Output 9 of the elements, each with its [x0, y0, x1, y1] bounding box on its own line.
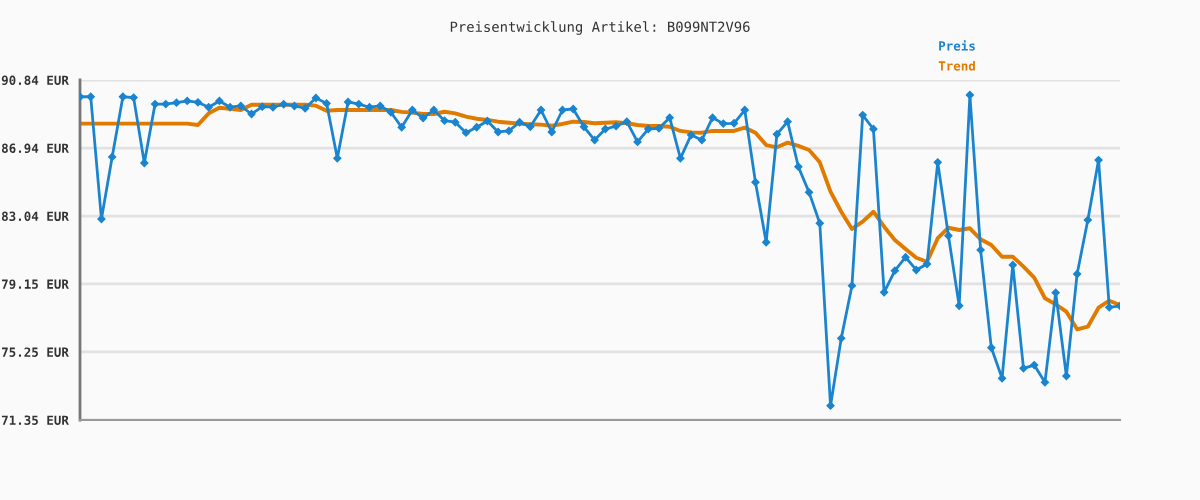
text: Preis [939, 40, 975, 51]
y-tick-label: 79.15 EUR [1, 279, 69, 289]
y-tick-label: 90.84 EUR [1, 75, 69, 85]
text: Trend [938, 60, 975, 71]
y-tick-label: 83.04 EUR [1, 211, 69, 221]
chart-title: Preisentwicklung Artikel: B099NT2V96 [450, 21, 750, 35]
y-tick-label: 71.35 EUR [1, 415, 69, 425]
y-tick-label: 75.25 EUR [1, 347, 69, 357]
y-tick-label: 86.94 EUR [1, 143, 69, 154]
